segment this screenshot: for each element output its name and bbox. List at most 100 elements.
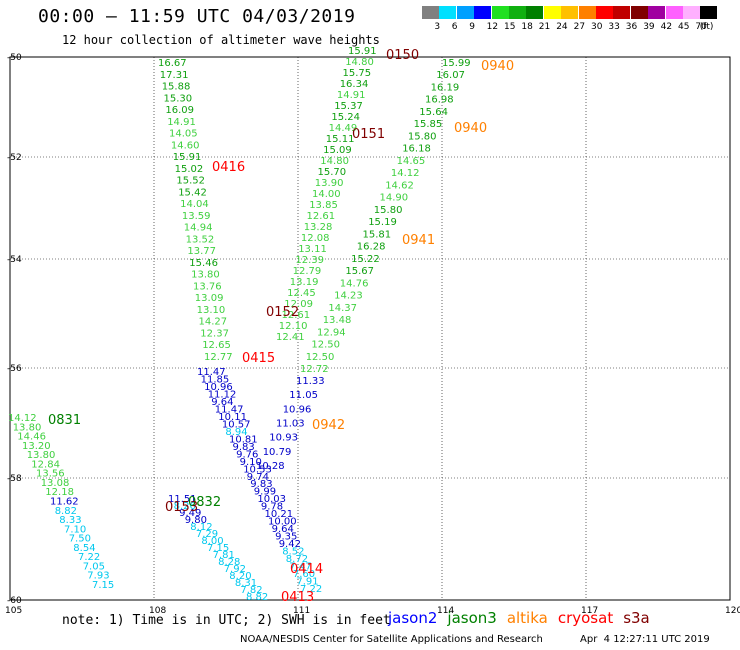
wave-height-value: 14.46 bbox=[17, 432, 46, 443]
wave-height-value: 13.10 bbox=[197, 305, 226, 316]
wave-height-value: 9.64 bbox=[211, 397, 233, 408]
wave-height-value: 14.00 bbox=[312, 189, 341, 200]
wave-height-value: 15.09 bbox=[323, 145, 352, 156]
scale-tick-label: 36 bbox=[625, 22, 638, 32]
wave-height-value: 14.49 bbox=[329, 123, 358, 134]
wave-height-value: 7.50 bbox=[69, 534, 91, 545]
scale-swatch bbox=[439, 6, 457, 19]
pass-time-label: 0415 bbox=[242, 351, 275, 366]
wave-height-value: 9.74 bbox=[247, 472, 269, 483]
longitude-label: 105 bbox=[5, 606, 22, 616]
wave-height-value: 10.21 bbox=[265, 509, 294, 520]
wave-height-value: 7.29 bbox=[196, 529, 218, 540]
track-0942: 11.33 11.05 10.96 11.03 10.93 10.79 10.28 bbox=[256, 376, 325, 472]
wave-height-value: 15.70 bbox=[318, 167, 347, 178]
satellite-legend: jason2 jason3 altika cryosat s3a bbox=[388, 609, 660, 627]
wave-height-value: 15.11 bbox=[326, 134, 355, 145]
track-0413: 11.518.269.499.808.127.298.007.157.818.2… bbox=[168, 494, 268, 603]
wave-height-value: 11.47 bbox=[197, 367, 226, 378]
wave-height-value: 12.72 bbox=[300, 364, 329, 375]
wave-height-value: 16.67 bbox=[158, 58, 187, 69]
wave-height-value: 9.80 bbox=[185, 515, 207, 526]
wave-height-value: 14.94 bbox=[184, 223, 213, 234]
wave-height-value: 12.84 bbox=[31, 459, 60, 470]
wave-height-value: 9.64 bbox=[272, 524, 294, 535]
pass-time-label: 0832 bbox=[188, 495, 221, 510]
wave-height-value: 16.98 bbox=[425, 95, 454, 106]
wave-height-value: 12.10 bbox=[279, 321, 308, 332]
scale-swatch bbox=[596, 6, 613, 19]
scale-tick-label: 42 bbox=[660, 22, 673, 32]
wave-height-value: 11.47 bbox=[215, 404, 244, 415]
scale-tick-label: 45 bbox=[678, 22, 690, 32]
map-frame bbox=[9, 56, 731, 601]
wave-height-value: 8.52 bbox=[282, 547, 304, 558]
wave-height-value: 12.79 bbox=[293, 266, 322, 277]
wave-height-value: 11.62 bbox=[50, 497, 79, 508]
scale-tick-label: 12 bbox=[486, 22, 499, 32]
scale-unit-label: (ft) bbox=[699, 22, 714, 32]
wave-height-value: 17.31 bbox=[160, 70, 189, 81]
wave-height-value: 15.19 bbox=[368, 217, 397, 228]
track-0415: 11.4711.8510.9611.129.6411.4710.1110.578… bbox=[197, 367, 322, 595]
wave-height-value: 12.50 bbox=[311, 340, 340, 351]
wave-height-value: 12.08 bbox=[301, 233, 330, 244]
scale-swatch bbox=[543, 6, 561, 19]
wave-height-value: 8.82 bbox=[246, 592, 268, 603]
wave-height-value: 8.20 bbox=[229, 571, 251, 582]
credit-text: NOAA/NESDIS Center for Satellite Applica… bbox=[240, 634, 543, 645]
generation-timestamp: Apr 4 12:27:11 UTC 2019 bbox=[580, 634, 710, 645]
scale-swatch bbox=[509, 6, 526, 19]
wave-height-value: 9.49 bbox=[179, 508, 201, 519]
scale-tick-label: 39 bbox=[643, 22, 655, 32]
wave-height-value: 8.00 bbox=[201, 536, 223, 547]
wave-height-value: 12.77 bbox=[204, 352, 233, 363]
scale-swatch bbox=[683, 6, 700, 19]
wave-height-value: 12.61 bbox=[307, 211, 336, 222]
track-0831: 14.1213.8014.4613.2013.8012.8413.5613.08… bbox=[8, 413, 114, 591]
scale-tick-label: 27 bbox=[573, 22, 586, 32]
latitude-label: -52 bbox=[7, 153, 22, 163]
wave-height-value: 15.80 bbox=[374, 205, 403, 216]
wave-height-value: 13.11 bbox=[298, 244, 327, 255]
wave-height-value: 16.19 bbox=[431, 83, 460, 94]
pass-time-label: 0831 bbox=[48, 413, 81, 428]
latitude-label: -58 bbox=[7, 474, 22, 484]
wave-height-value: 13.80 bbox=[191, 270, 220, 281]
scale-swatch bbox=[491, 6, 509, 19]
pass-time-label: 0150 bbox=[386, 48, 419, 63]
wave-height-value: 8.28 bbox=[218, 557, 240, 568]
scale-tick-label: 6 bbox=[451, 22, 458, 32]
wave-height-value: 8.26 bbox=[174, 501, 196, 512]
wave-height-value: 12.37 bbox=[200, 329, 229, 340]
scale-swatch bbox=[648, 6, 666, 19]
track-0940: 15.9916.0716.1916.9815.6415.8515.8016.18… bbox=[300, 58, 471, 375]
scale-tick-label: 30 bbox=[591, 22, 603, 32]
scale-tick-label: 3 bbox=[434, 22, 441, 32]
wave-height-value: 8.94 bbox=[225, 427, 247, 438]
wave-height-value: 15.99 bbox=[442, 58, 471, 69]
wave-height-value: 11.33 bbox=[296, 376, 325, 387]
wave-height-value: 12.39 bbox=[295, 255, 324, 266]
scale-swatch bbox=[630, 6, 648, 19]
wave-height-value: 11.51 bbox=[168, 494, 197, 505]
wave-height-value: 7.81 bbox=[213, 550, 235, 561]
wave-height-value: 12.18 bbox=[45, 487, 74, 498]
track-0151: 16.6717.3115.8815.3016.0914.9114.0514.60… bbox=[158, 58, 233, 363]
wave-height-value: 16.34 bbox=[340, 79, 369, 90]
wave-height-value: 16.07 bbox=[436, 70, 465, 81]
wave-height-value: 7.82 bbox=[240, 585, 262, 596]
wave-height-value: 16.09 bbox=[165, 105, 194, 116]
satellite-legend-jason2: jason2 bbox=[388, 609, 438, 627]
wave-height-value: 14.80 bbox=[345, 57, 374, 68]
wave-height-value: 15.88 bbox=[162, 82, 191, 93]
scale-tick-label: 70 bbox=[695, 22, 707, 32]
wave-height-value: 12.45 bbox=[287, 288, 316, 299]
wave-height-value: 8.12 bbox=[190, 522, 212, 533]
wave-height-value: 7.22 bbox=[78, 552, 100, 563]
wave-height-value: 10.81 bbox=[229, 434, 258, 445]
wave-height-value: 8.31 bbox=[235, 578, 257, 589]
longitude-label: 108 bbox=[149, 606, 166, 616]
pass-time-label: 0152 bbox=[266, 305, 299, 320]
